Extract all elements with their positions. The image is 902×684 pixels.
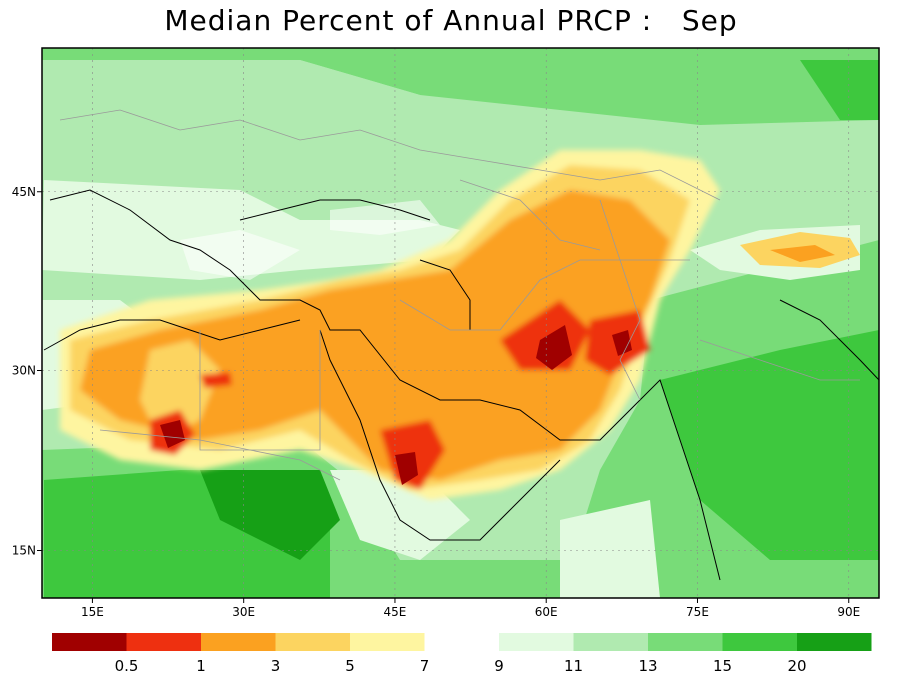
color-legend: 0.5 1 3 5 7 9 11 13 15 20 bbox=[52, 633, 872, 675]
legend-label: 3 bbox=[271, 657, 281, 675]
legend-label: 5 bbox=[345, 657, 355, 675]
y-axis: 45N 30N 15N bbox=[12, 185, 42, 558]
coastlines bbox=[43, 189, 879, 581]
legend-swatch bbox=[797, 633, 872, 651]
x-axis: 15E 30E 45E 60E 75E 90E bbox=[81, 598, 860, 619]
y-tick-label: 30N bbox=[12, 364, 36, 378]
y-tick-label: 15N bbox=[12, 544, 36, 558]
legend-swatch bbox=[573, 633, 648, 651]
map-frame bbox=[41, 47, 880, 599]
legend-label: 7 bbox=[420, 657, 430, 675]
legend-swatch bbox=[275, 633, 350, 651]
legend-label: 0.5 bbox=[115, 657, 139, 675]
legend-label: 13 bbox=[638, 657, 657, 675]
x-tick-label: 60E bbox=[535, 605, 558, 619]
legend-swatch bbox=[350, 633, 425, 651]
x-tick-label: 30E bbox=[232, 605, 255, 619]
legend-label: 20 bbox=[787, 657, 806, 675]
x-tick-label: 90E bbox=[837, 605, 860, 619]
borders bbox=[59, 109, 860, 481]
legend-swatch bbox=[499, 633, 574, 651]
legend-label: 15 bbox=[713, 657, 732, 675]
legend-label: 1 bbox=[196, 657, 206, 675]
legend-swatch bbox=[126, 633, 201, 651]
y-tick-label: 45N bbox=[12, 185, 36, 199]
graticule bbox=[42, 48, 879, 598]
legend-label: 11 bbox=[564, 657, 583, 675]
legend-swatch bbox=[722, 633, 797, 651]
precip-field bbox=[42, 48, 879, 598]
legend-swatch bbox=[648, 633, 723, 651]
legend-swatch bbox=[52, 633, 127, 651]
x-tick-label: 15E bbox=[81, 605, 104, 619]
map-title: Median Percent of Annual PRCP : Sep bbox=[164, 4, 738, 37]
x-tick-label: 75E bbox=[686, 605, 709, 619]
legend-label: 9 bbox=[494, 657, 504, 675]
x-tick-label: 45E bbox=[384, 605, 407, 619]
legend-swatch bbox=[201, 633, 276, 651]
